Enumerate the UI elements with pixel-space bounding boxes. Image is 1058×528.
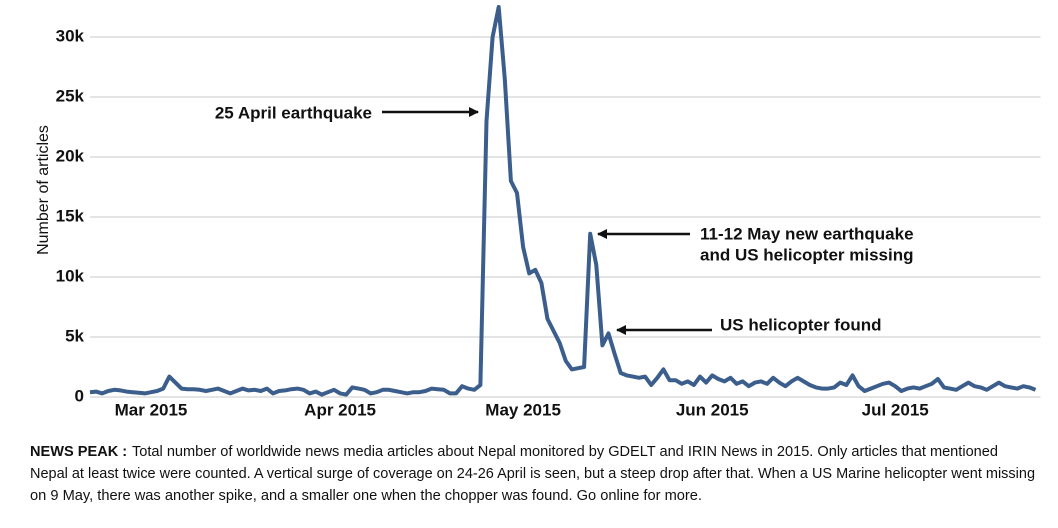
caption-title: NEWS PEAK : bbox=[30, 443, 127, 460]
y-axis-label: Number of articles bbox=[35, 125, 52, 255]
caption-line: on 9 May, there was another spike, and a… bbox=[30, 487, 702, 504]
y-tick-label: 30k bbox=[56, 26, 85, 45]
annotation: US helicopter found bbox=[720, 315, 882, 334]
caption-line: NEWS PEAK : Total number of worldwide new… bbox=[30, 443, 998, 460]
x-tick-label: Apr 2015 bbox=[304, 400, 376, 419]
y-tick-label: 10k bbox=[56, 266, 85, 285]
y-tick-label: 15k bbox=[56, 206, 85, 225]
data-line bbox=[89, 5, 1037, 397]
caption-text: Total number of worldwide news media art… bbox=[132, 443, 998, 460]
y-tick-label: 5k bbox=[65, 326, 84, 345]
annotations: 25 April earthquake 11-12 May new earthq… bbox=[215, 103, 914, 335]
y-tick-label: 0 bbox=[75, 386, 84, 405]
annotation: 25 April earthquake bbox=[215, 103, 372, 122]
y-tick-label: 20k bbox=[56, 146, 85, 165]
annotation: and US helicopter missing bbox=[700, 245, 914, 264]
x-tick-label: Jul 2015 bbox=[862, 400, 929, 419]
x-tick-label: May 2015 bbox=[485, 400, 561, 419]
caption-line: Nepal at least twice were counted. A ver… bbox=[30, 465, 1035, 482]
y-tick-label: 25k bbox=[56, 86, 85, 105]
x-tick-label: Mar 2015 bbox=[115, 400, 188, 419]
annotation: 11-12 May new earthquake bbox=[700, 224, 914, 243]
x-tick-label: Jun 2015 bbox=[676, 400, 749, 419]
